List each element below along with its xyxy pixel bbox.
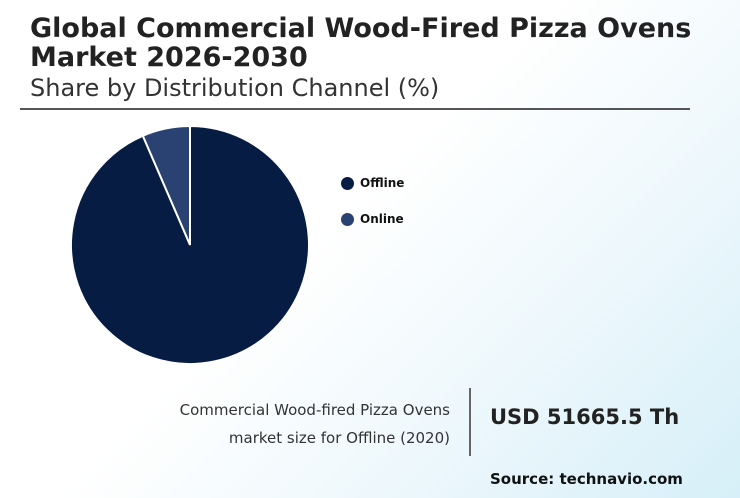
legend-item-offline: Offline [341,174,404,192]
pie-chart [70,124,310,365]
market-size-value: USD 51665.5 Th [490,405,680,429]
title-divider [20,108,690,110]
source-credit: Source: technavio.com [490,470,683,488]
legend-label-offline: Offline [360,176,405,190]
info-divider [469,388,471,456]
chart-title: Global Commercial Wood-Fired Pizza Ovens… [30,13,692,73]
chart-legend: Offline Online [341,174,404,246]
market-size-label-line2: market size for Offline (2020) [228,429,450,447]
chart-subtitle: Share by Distribution Channel (%) [30,74,440,102]
legend-swatch-offline [341,176,354,190]
pie-slice-offline [70,124,310,365]
market-size-label: Commercial Wood-fired Pizza Ovens market… [120,396,450,452]
legend-swatch-online [341,212,354,226]
market-size-label-line1: Commercial Wood-fired Pizza Ovens [179,401,450,419]
legend-label-online: Online [360,212,404,226]
legend-item-online: Online [341,210,404,228]
